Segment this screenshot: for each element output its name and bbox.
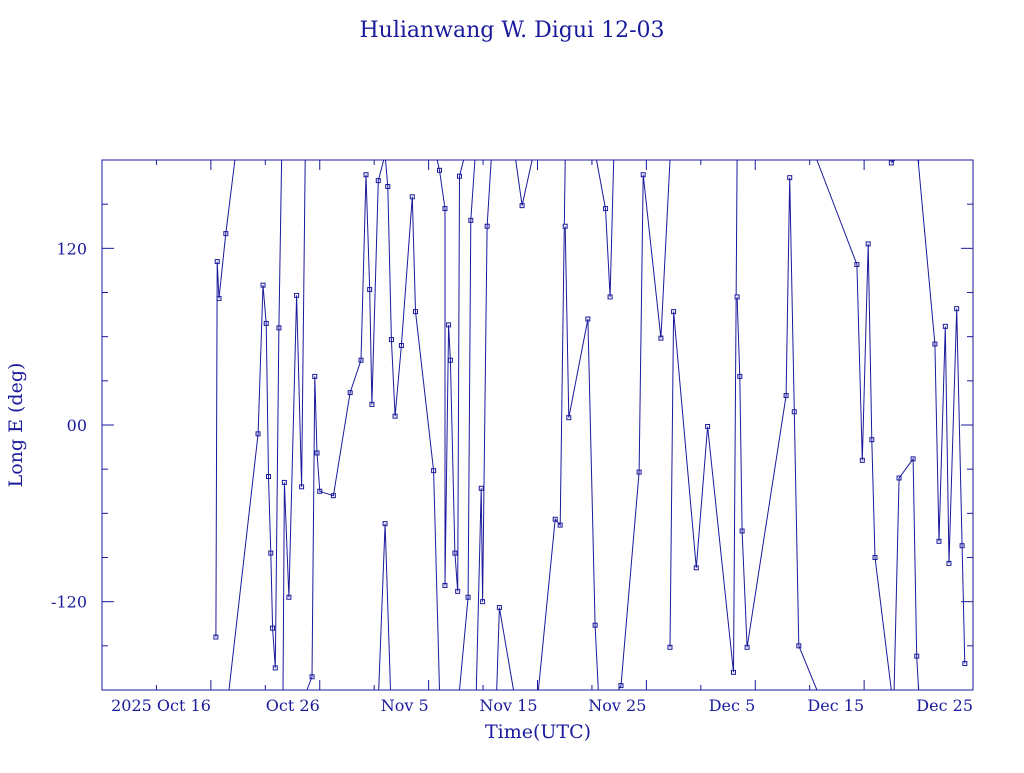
series-line-segment	[890, 159, 896, 164]
series-line-segment	[306, 159, 385, 691]
x-tick-label: Nov 15	[479, 696, 537, 715]
series-line-segment	[496, 607, 514, 691]
axis-ticks	[102, 160, 974, 690]
series-line-segment	[617, 159, 671, 691]
x-tick-label: Dec 5	[709, 696, 756, 715]
series-line-segment	[537, 159, 566, 691]
x-tick-label: 2025 Oct 16	[111, 696, 211, 715]
series-line-segment	[564, 226, 599, 691]
series-layer	[213, 159, 968, 691]
x-tick-label: Oct 26	[266, 696, 320, 715]
x-axis-label: Time(UTC)	[485, 721, 591, 743]
series-line-segment	[436, 159, 465, 592]
y-tick-label: -120	[51, 593, 87, 612]
series-line-segment	[459, 159, 476, 691]
x-tick-label: Dec 25	[916, 696, 973, 715]
series-line-segment	[893, 457, 920, 691]
x-tick-label: Nov 25	[588, 696, 646, 715]
y-tick-label: 120	[56, 239, 87, 258]
series-line-segment	[378, 523, 391, 691]
series-line-segment	[736, 177, 818, 691]
series-line-segment	[515, 159, 533, 206]
series-line-segment	[215, 159, 236, 638]
x-tick-label: Nov 5	[381, 696, 429, 715]
series-line-segment	[596, 159, 615, 297]
y-axis-label: Long E (deg)	[5, 363, 27, 488]
y-tick-labels: 120 00 -120	[51, 239, 87, 611]
series-line-segment	[282, 159, 306, 691]
x-tick-label: Dec 15	[807, 696, 864, 715]
series-line-segment	[669, 159, 738, 673]
series-line-segment	[385, 159, 440, 691]
y-tick-label: 00	[67, 416, 87, 435]
chart-title: Hulianwang W. Digui 12-03	[359, 18, 664, 43]
series-line-segment	[917, 159, 966, 664]
series-line-segment	[228, 159, 283, 691]
x-tick-labels: 2025 Oct 16 Oct 26 Nov 5 Nov 15 Nov 25 Dec 5 D…	[111, 696, 973, 715]
series-line-segment	[816, 159, 892, 691]
series-line-segment	[475, 159, 492, 691]
